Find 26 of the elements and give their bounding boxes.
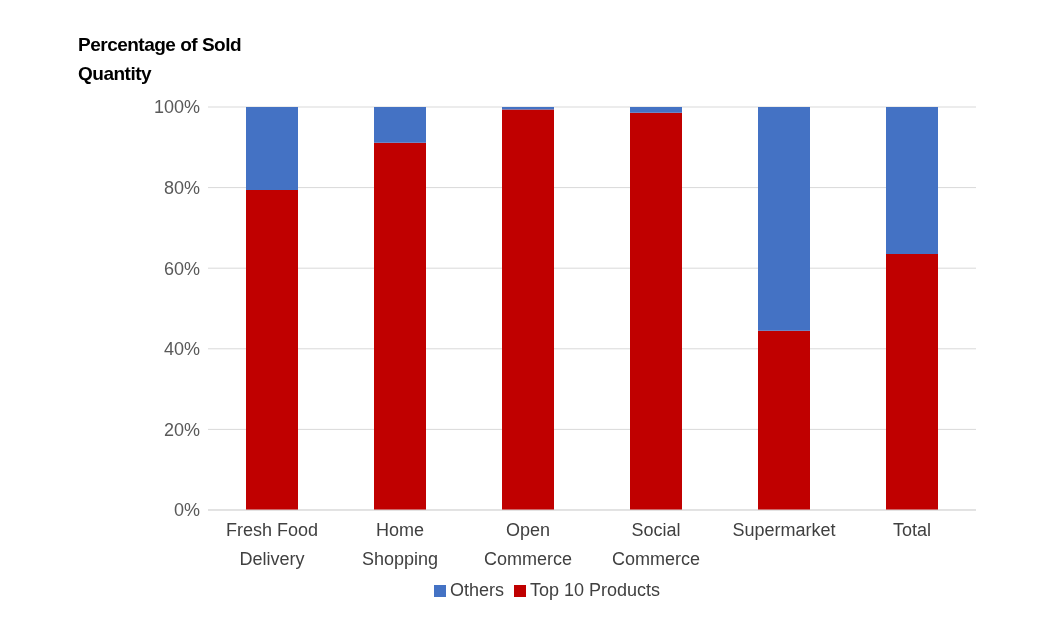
x-tick-label: Supermarket xyxy=(732,520,836,540)
bar xyxy=(886,254,938,510)
bar xyxy=(246,107,298,191)
bar xyxy=(374,107,426,143)
x-tick-label: Fresh Food Delivery xyxy=(225,520,319,569)
bar xyxy=(502,109,554,510)
x-tick-label: Social Commerce xyxy=(611,520,701,569)
bar xyxy=(630,112,682,510)
x-tick-label: Open Commerce xyxy=(483,520,573,569)
bar xyxy=(246,190,298,510)
x-tick-label: Total xyxy=(892,520,932,540)
legend-label: Others xyxy=(449,580,504,600)
bar xyxy=(758,107,810,331)
y-tick-label: 60% xyxy=(163,258,200,279)
y-tick-label: 40% xyxy=(163,339,200,360)
legend-label: Top 10 Products xyxy=(529,580,661,600)
y-tick-label: 80% xyxy=(163,177,200,198)
y-tick-label: 100% xyxy=(153,97,200,118)
bar xyxy=(630,107,682,113)
y-tick-label: 0% xyxy=(173,500,200,521)
y-axis-title: Percentage of Sold Quantity xyxy=(78,33,243,86)
bar xyxy=(758,330,810,510)
x-tick-label: Home Shopping xyxy=(361,520,439,569)
y-tick-label: 20% xyxy=(163,419,200,440)
bar xyxy=(374,142,426,510)
bar xyxy=(886,107,938,255)
